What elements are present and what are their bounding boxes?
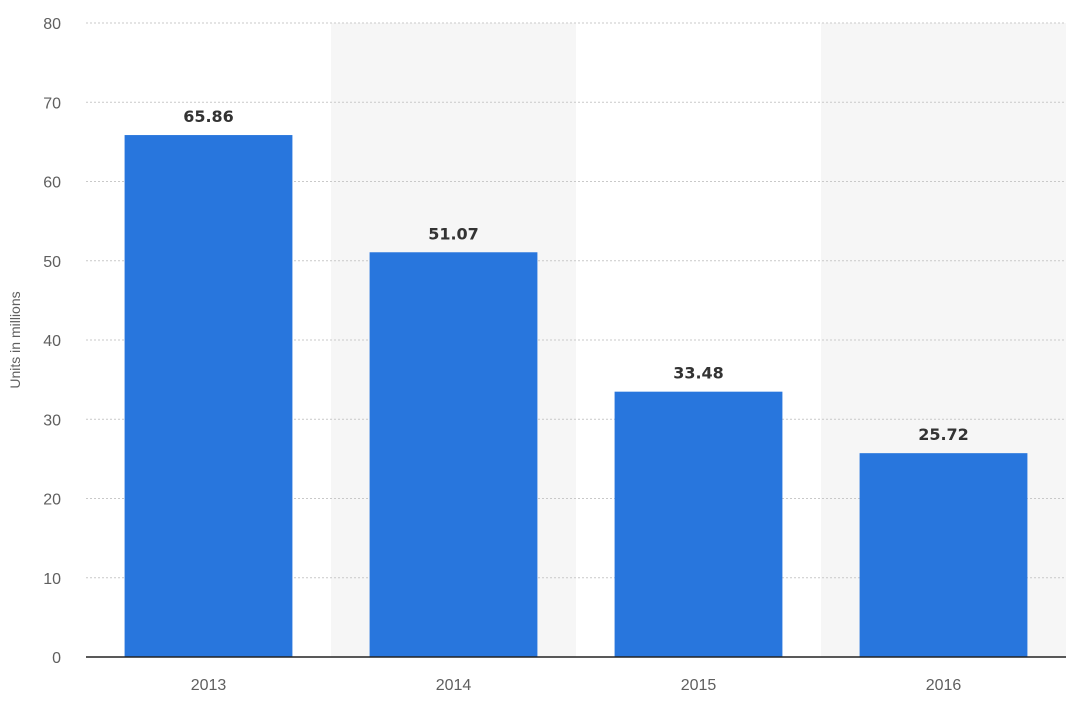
y-axis-ticks: 0 10 20 30 40 50 60 70 80 — [43, 16, 61, 667]
x-axis-labels: 2013 2014 2015 2016 — [191, 677, 962, 694]
x-tick-label-2013: 2013 — [191, 677, 227, 694]
y-tick-label: 40 — [43, 333, 61, 350]
value-label-2015: 33.48 — [673, 364, 724, 383]
bars — [124, 135, 1028, 657]
y-tick-label: 80 — [43, 16, 61, 33]
bar-2014 — [369, 252, 538, 657]
y-tick-label: 10 — [43, 571, 61, 588]
y-tick-label: 20 — [43, 492, 61, 509]
bar-2013 — [124, 135, 293, 657]
y-tick-label: 30 — [43, 412, 61, 429]
x-tick-label-2016: 2016 — [926, 677, 962, 694]
y-tick-label: 60 — [43, 175, 61, 192]
bar-2015 — [614, 391, 783, 657]
value-label-2014: 51.07 — [428, 224, 479, 243]
x-tick-label-2015: 2015 — [681, 677, 717, 694]
value-labels: 65.86 51.07 33.48 25.72 — [183, 107, 969, 444]
y-tick-label: 50 — [43, 254, 61, 271]
bar-2016 — [859, 453, 1028, 657]
x-tick-label-2014: 2014 — [436, 677, 472, 694]
y-tick-label: 0 — [52, 650, 61, 667]
value-label-2013: 65.86 — [183, 107, 234, 126]
y-tick-label: 70 — [43, 95, 61, 112]
y-axis-title: Units in millions — [7, 291, 23, 388]
value-label-2016: 25.72 — [918, 425, 969, 444]
